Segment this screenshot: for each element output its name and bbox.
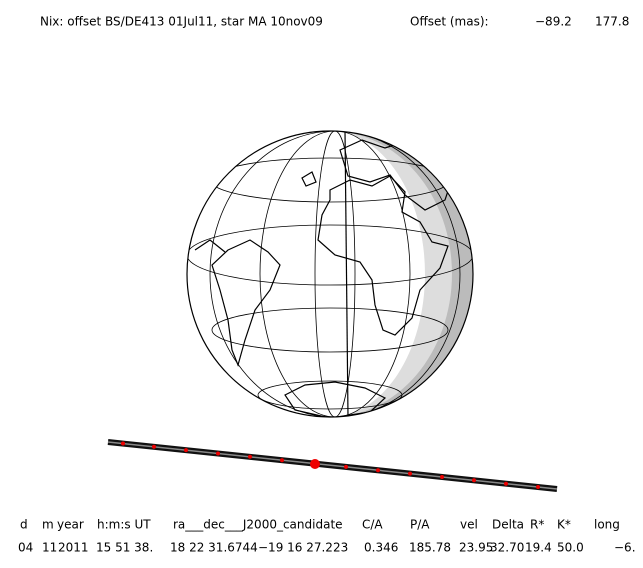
offset-value: 177.8 [595,15,629,29]
column-header: m [42,518,54,532]
closest-approach [310,459,320,469]
table-cell: −6. [614,541,636,555]
title: Nix: offset BS/DE413 01Jul11, star MA 10… [40,15,323,29]
column-header: h:m:s UT [97,518,151,532]
column-header: vel [460,518,478,532]
table-cell: 0.346 [364,541,398,555]
table-cell: 185.78 [409,541,451,555]
coastlines [194,139,456,417]
column-header: C/A [362,518,383,532]
data-table: d m year h:m:s UT ra___dec___J2000_candidate… [18,518,636,555]
column-header: ra___dec___J2000_candidate [173,518,343,532]
table-cell: 23.95 [459,541,493,555]
offset-label: Offset (mas): [410,15,489,29]
column-header: R* [530,518,544,532]
table-cell: 2011 [58,541,89,555]
offset-value: −89.2 [535,15,572,29]
table-cell: 32.70 [490,541,524,555]
table-cell: 15 51 38. [96,541,153,555]
table-cell: 04 [18,541,33,555]
night [330,131,473,417]
globe-outline [186,130,474,418]
table-cell: 18 22 31.6744 [170,541,258,555]
graticule [187,131,473,417]
column-header: P/A [410,518,430,532]
column-header: long [594,518,620,532]
table-cell: 11 [42,541,57,555]
column-header: K* [557,518,571,532]
globe [187,131,473,417]
table-cell: 19.4 [525,541,552,555]
table-cell: 50.0 [557,541,584,555]
column-header: year [57,518,84,532]
column-header: d [20,518,28,532]
column-header: Delta [492,518,524,532]
table-cell: −19 16 27.223 [258,541,348,555]
shadow-track [107,439,558,492]
